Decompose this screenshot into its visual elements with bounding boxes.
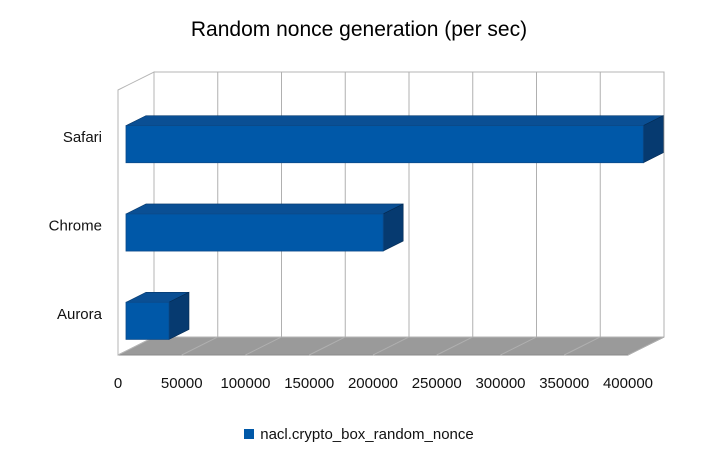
chart-title: Random nonce generation (per sec) <box>190 18 528 41</box>
value-tick-labels: 0 50000 100000 150000 200000 250000 300000 3500… <box>114 375 653 392</box>
x-tick-label: 350000 <box>539 375 589 392</box>
bars <box>125 115 664 340</box>
legend: nacl.crypto_box_random_nonce <box>0 426 718 443</box>
x-tick-label: 300000 <box>475 375 525 392</box>
x-tick-label: 100000 <box>220 375 270 392</box>
x-tick-label: 0 <box>114 375 122 392</box>
category-label: Aurora <box>57 306 103 323</box>
bar-top-face <box>125 115 664 126</box>
bar-aurora <box>125 291 190 340</box>
category-labels: Safari Chrome Aurora <box>49 129 103 323</box>
category-label: Chrome <box>49 218 102 235</box>
x-tick-label: 150000 <box>284 375 334 392</box>
x-tick-label: 250000 <box>412 375 462 392</box>
gridline <box>627 72 665 356</box>
x-tick-label: 400000 <box>603 375 653 392</box>
bar-front-face <box>125 125 644 164</box>
x-tick-label: 50000 <box>161 375 203 392</box>
bar-chrome <box>125 203 404 252</box>
category-label: Safari <box>63 129 102 146</box>
legend-label: nacl.crypto_box_random_nonce <box>260 426 474 443</box>
legend-swatch <box>244 429 255 439</box>
bar-top-face <box>125 203 404 215</box>
bar-front-face <box>125 301 170 340</box>
bar-front-face <box>125 213 384 252</box>
x-tick-label: 200000 <box>348 375 398 392</box>
bar-safari <box>125 115 664 164</box>
